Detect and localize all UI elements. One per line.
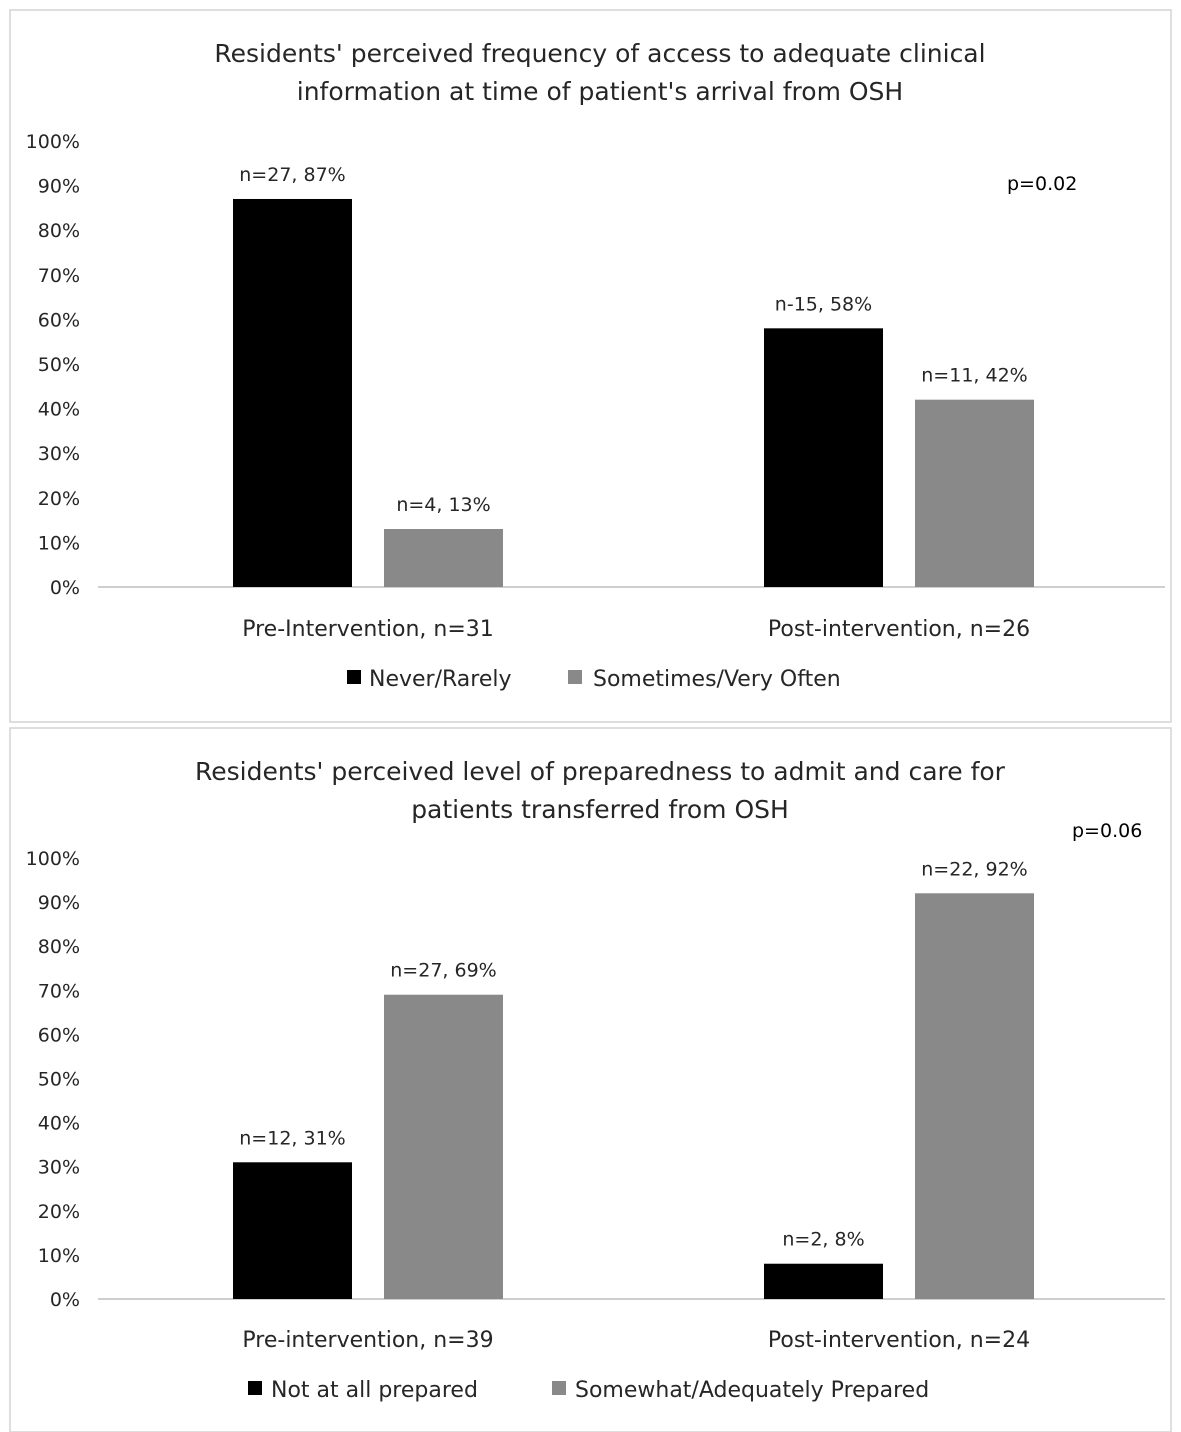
data-label: n=11, 42% [921, 365, 1027, 387]
legend-swatch [568, 670, 582, 684]
y-tick-label: 60% [38, 1024, 80, 1046]
p-value-annotation: p=0.06 [1072, 820, 1142, 842]
y-tick-label: 20% [38, 488, 80, 510]
data-label: n=27, 87% [239, 164, 345, 186]
y-tick-label: 50% [38, 1069, 80, 1091]
chart-title-line-2: patients transferred from OSH [411, 795, 789, 824]
y-tick-label: 70% [38, 265, 80, 287]
y-tick-label: 70% [38, 980, 80, 1002]
y-tick-label: 0% [50, 1289, 80, 1311]
y-tick-label: 100% [26, 848, 80, 870]
x-category-label: Post-intervention, n=24 [768, 1328, 1030, 1353]
data-label: n=27, 69% [390, 960, 496, 982]
y-tick-label: 30% [38, 443, 80, 465]
data-label: n=2, 8% [782, 1229, 864, 1251]
y-tick-label: 50% [38, 354, 80, 376]
chart-title-line-1: Residents' perceived frequency of access… [214, 39, 985, 68]
y-tick-label: 0% [50, 577, 80, 599]
bar [233, 198, 352, 588]
bar [233, 1162, 352, 1299]
x-category-label: Pre-intervention, n=39 [242, 1328, 493, 1353]
data-label: n=12, 31% [239, 1127, 345, 1149]
chart-panel-2: Residents' perceived level of preparedne… [9, 727, 1172, 1432]
y-tick-label: 40% [38, 399, 80, 421]
x-category-label: Post-intervention, n=26 [768, 617, 1030, 642]
legend-swatch [347, 670, 361, 684]
y-tick-label: 10% [38, 532, 80, 554]
legend-entry: Not at all prepared [271, 1378, 478, 1403]
legend-swatch [248, 1381, 262, 1395]
legend-entry: Never/Rarely [369, 667, 512, 692]
y-tick-label: 30% [38, 1157, 80, 1179]
data-label: n=4, 13% [396, 494, 490, 516]
data-label: n=22, 92% [921, 858, 1027, 880]
x-category-label: Pre-Intervention, n=31 [242, 617, 494, 642]
panel-frame [9, 9, 1172, 723]
y-tick-label: 20% [38, 1201, 80, 1223]
y-tick-label: 80% [38, 936, 80, 958]
y-tick-label: 10% [38, 1245, 80, 1267]
y-tick-label: 40% [38, 1113, 80, 1135]
legend-entry: Sometimes/Very Often [593, 667, 841, 692]
bar [384, 529, 503, 587]
chart-panel-1: Residents' perceived frequency of access… [9, 9, 1172, 723]
y-tick-label: 90% [38, 892, 80, 914]
p-value-annotation: p=0.02 [1007, 173, 1077, 195]
bar [764, 328, 883, 587]
legend-swatch [552, 1381, 566, 1395]
panel-frame [9, 727, 1172, 1432]
chart-title-line-1: Residents' perceived level of preparedne… [195, 757, 1006, 786]
y-tick-label: 100% [26, 131, 80, 153]
legend-entry: Somewhat/Adequately Prepared [575, 1378, 929, 1403]
data-label: n-15, 58% [775, 293, 872, 315]
bar [764, 1263, 883, 1299]
bar [384, 994, 503, 1299]
y-tick-label: 80% [38, 220, 80, 242]
chart-title-line-2: information at time of patient's arrival… [297, 77, 903, 106]
bar [915, 399, 1034, 587]
bar [915, 893, 1034, 1299]
y-tick-label: 60% [38, 309, 80, 331]
y-tick-label: 90% [38, 176, 80, 198]
